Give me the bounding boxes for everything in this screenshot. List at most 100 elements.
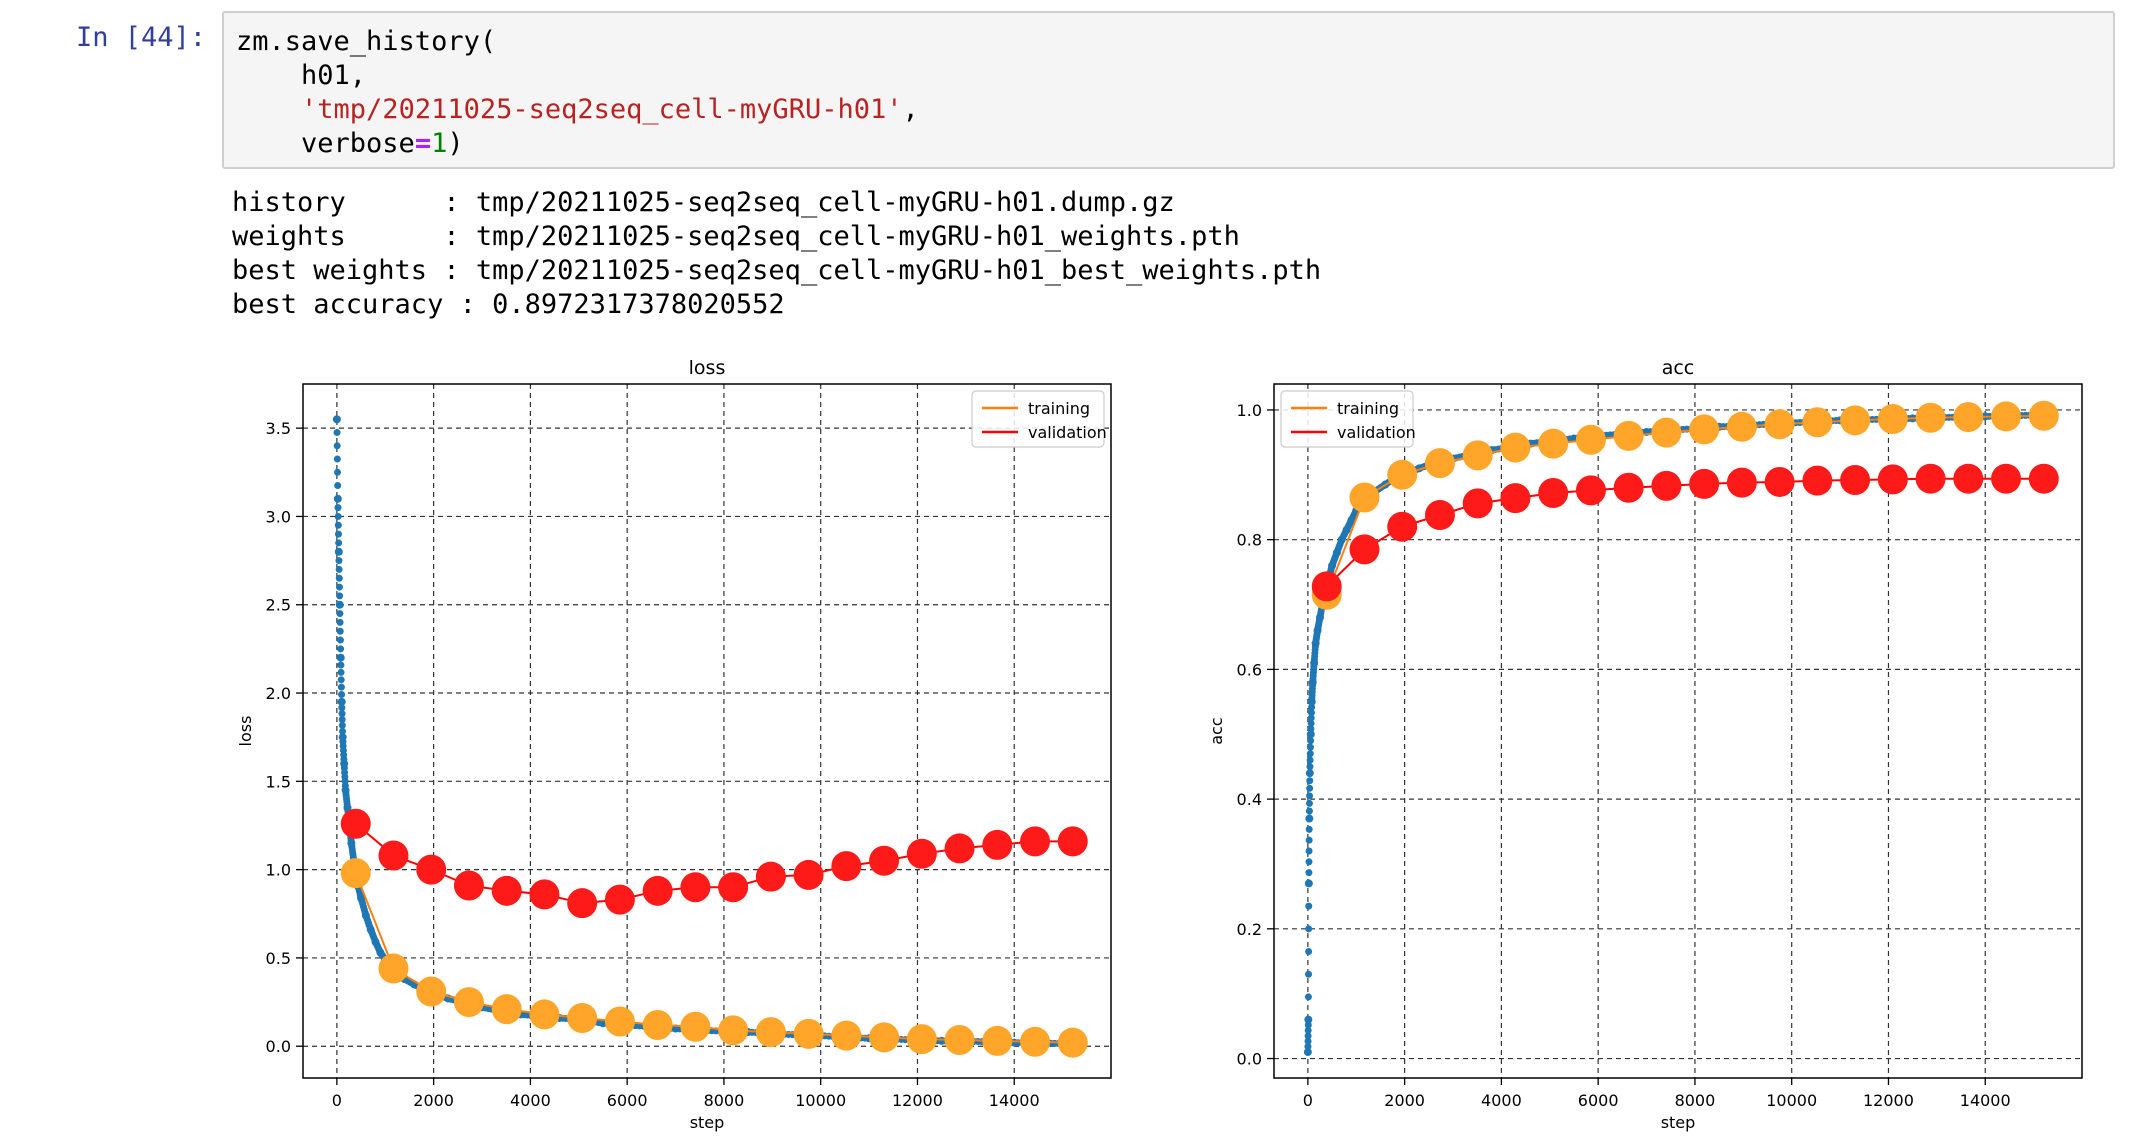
step-point (1566, 435, 1574, 443)
step-point (1305, 925, 1313, 933)
step-point (1305, 869, 1313, 877)
y-tick-label: 1.0 (1237, 401, 1262, 420)
validation-marker (416, 854, 447, 885)
validation-marker (2028, 463, 2059, 494)
step-point (1306, 730, 1315, 739)
validation-marker (1575, 475, 1606, 506)
x-tick-label: 12000 (1863, 1091, 1914, 1110)
step-point (1308, 703, 1316, 711)
step-point (338, 721, 346, 729)
validation-marker (793, 859, 824, 890)
code-line-4: verbose=1) (236, 127, 464, 161)
training-marker (2028, 400, 2059, 431)
step-point (1306, 756, 1314, 764)
legend-label-validation: validation (1337, 423, 1416, 442)
x-tick-label: 14000 (989, 1091, 1040, 1110)
plot-frame (1273, 383, 2083, 1079)
x-tick-label: 6000 (1578, 1091, 1619, 1110)
step-point (1304, 1026, 1312, 1034)
training-marker (642, 1010, 673, 1041)
cell-output-text: history : tmp/20211025-seq2seq_cell-myGR… (232, 186, 1321, 322)
x-axis-label: step (1661, 1113, 1696, 1132)
chart-title: acc (1662, 357, 1695, 379)
training-marker (869, 1022, 900, 1053)
step-point (335, 539, 343, 547)
acc-chart: 0 2000 4000 6000 8000 10000 12000 14000 0.0 0.2 0.… (1207, 357, 2083, 1132)
training-marker (906, 1024, 937, 1055)
training-marker (1802, 407, 1833, 438)
code-line-3: 'tmp/20211025-seq2seq_cell-myGRU-h01', (236, 93, 919, 127)
x-tick-label: 10000 (795, 1091, 846, 1110)
step-point (1306, 763, 1314, 771)
step-point (339, 727, 347, 735)
step-point (1309, 682, 1317, 690)
y-tick-label: 2.5 (266, 596, 291, 615)
training-marker (1764, 409, 1795, 440)
step-point (1307, 719, 1315, 727)
step-point (333, 455, 341, 463)
training-marker (1613, 420, 1644, 451)
validation-marker (453, 870, 484, 901)
validation-marker (1462, 488, 1493, 519)
validation-marker (869, 845, 900, 876)
training-marker (1538, 428, 1569, 459)
training-marker (755, 1017, 786, 1048)
code-cell-input[interactable]: zm.save_history( h01, 'tmp/20211025-seq2… (222, 11, 2115, 169)
training-marker (1877, 404, 1908, 435)
validation-marker (1915, 463, 1946, 494)
y-tick-label: 0.0 (1237, 1050, 1262, 1069)
step-point (1306, 777, 1314, 785)
chart-title: loss (689, 357, 726, 379)
validation-marker (529, 879, 560, 910)
training-marker (1953, 402, 1984, 433)
step-point (336, 592, 344, 600)
legend-label-validation: validation (1028, 423, 1107, 442)
step-point (336, 627, 344, 635)
validation-marker (1840, 464, 1871, 495)
training-marker (793, 1018, 824, 1049)
x-tick-label: 4000 (1481, 1091, 1522, 1110)
step-point (1305, 825, 1313, 833)
x-tick-label: 4000 (510, 1091, 551, 1110)
training-marker (529, 999, 560, 1030)
x-tick-label: 6000 (607, 1091, 648, 1110)
step-point (341, 782, 349, 790)
step-point (338, 710, 346, 718)
code-line-1: zm.save_history( (236, 26, 497, 57)
validation-marker (906, 838, 937, 869)
step-point (337, 676, 345, 684)
training-marker (1349, 482, 1380, 513)
step-point (1305, 858, 1313, 866)
step-point (1305, 847, 1313, 855)
step-point (337, 668, 345, 676)
x-tick-label: 8000 (1675, 1091, 1716, 1110)
y-tick-label: 0.4 (1237, 790, 1262, 809)
x-tick-label: 2000 (1384, 1091, 1425, 1110)
training-marker (944, 1025, 975, 1056)
step-point (332, 415, 341, 424)
step-point (334, 521, 342, 529)
output-line-history: history : tmp/20211025-seq2seq_cell-myGR… (232, 187, 1175, 218)
step-point (335, 583, 343, 591)
training-marker (604, 1006, 635, 1037)
step-point (1304, 879, 1313, 888)
step-point (347, 836, 355, 844)
validation-marker (1764, 466, 1795, 497)
x-tick-label: 0 (1303, 1091, 1313, 1110)
validation-marker (831, 851, 862, 882)
plot-area (1274, 384, 2082, 1078)
y-tick-label: 2.0 (266, 684, 291, 703)
step-point (333, 442, 341, 450)
step-point (1304, 1043, 1312, 1051)
step-point (1305, 948, 1313, 956)
step-point (1307, 709, 1315, 717)
validation-marker (1387, 511, 1418, 542)
code-operator: = (414, 128, 432, 159)
step-point (335, 565, 343, 573)
training-marker (1575, 424, 1606, 455)
step-point (1305, 799, 1313, 807)
code-number: 1 (431, 128, 448, 159)
training-marker (680, 1011, 711, 1042)
step-point (1305, 836, 1313, 844)
training-marker (982, 1025, 1013, 1056)
